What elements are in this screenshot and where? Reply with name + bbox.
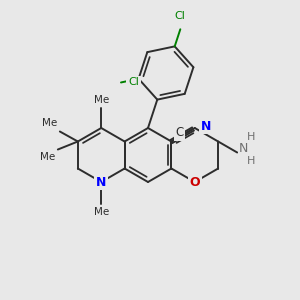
Text: C: C <box>176 127 184 140</box>
Text: Cl: Cl <box>128 77 139 88</box>
Text: H: H <box>247 133 256 142</box>
Text: Me: Me <box>94 207 109 217</box>
Text: N: N <box>96 176 106 188</box>
Text: H: H <box>247 157 256 166</box>
Text: O: O <box>190 176 200 188</box>
Text: Cl: Cl <box>175 11 186 21</box>
Text: N: N <box>239 142 249 155</box>
Text: Me: Me <box>94 95 109 105</box>
Text: N: N <box>201 119 211 133</box>
Text: Me: Me <box>40 152 55 161</box>
Text: Me: Me <box>42 118 57 128</box>
